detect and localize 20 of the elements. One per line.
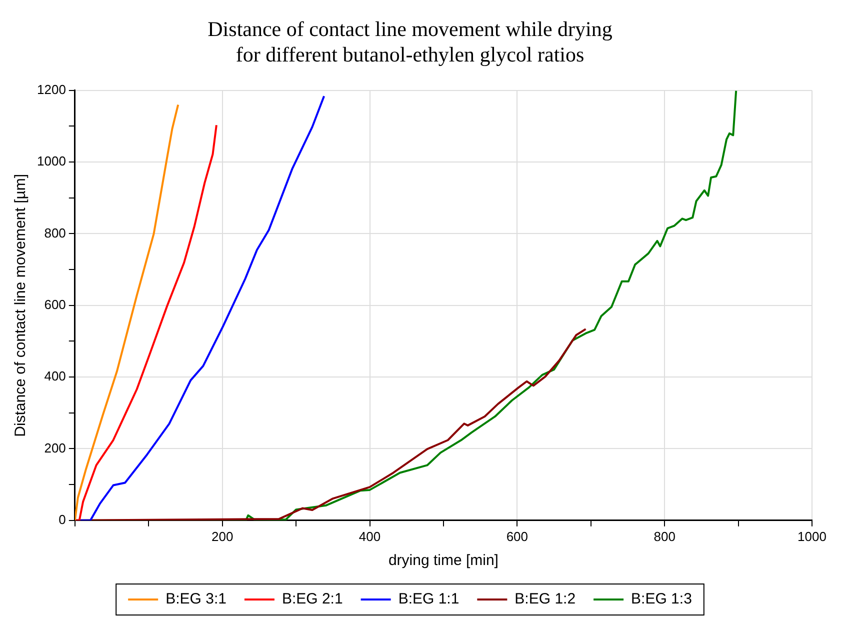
y-tick-label: 600: [44, 296, 66, 312]
x-tick-label: 400: [358, 528, 381, 544]
y-tick-label: 200: [44, 440, 66, 456]
x-tick-label: 800: [654, 528, 676, 544]
y-tick-label: 0: [58, 512, 66, 527]
legend-label: B:EG 1:1: [398, 590, 460, 608]
y-tick-label: 400: [44, 368, 66, 384]
legend-label: B:EG 1:2: [514, 590, 576, 608]
x-tick-label: 1000: [798, 528, 826, 544]
x-tick-label: 600: [506, 528, 528, 544]
y-axis-title: Distance of contact line movement [µm]: [12, 174, 30, 437]
y-tick-label: 1000: [37, 154, 66, 169]
x-tick-label: 200: [211, 528, 234, 544]
legend-label: B:EG 1:3: [631, 590, 692, 608]
legend-label: B:EG 2:1: [282, 590, 343, 608]
y-tick-label: 1200: [37, 82, 66, 97]
y-tick-label: 800: [44, 225, 66, 240]
x-axis-title: drying time [min]: [388, 552, 498, 570]
legend-label: B:EG 3:1: [166, 590, 226, 608]
chart-title: Distance of contact line movement while drying for different butanol-ethylen glycol ratios: [208, 17, 613, 66]
